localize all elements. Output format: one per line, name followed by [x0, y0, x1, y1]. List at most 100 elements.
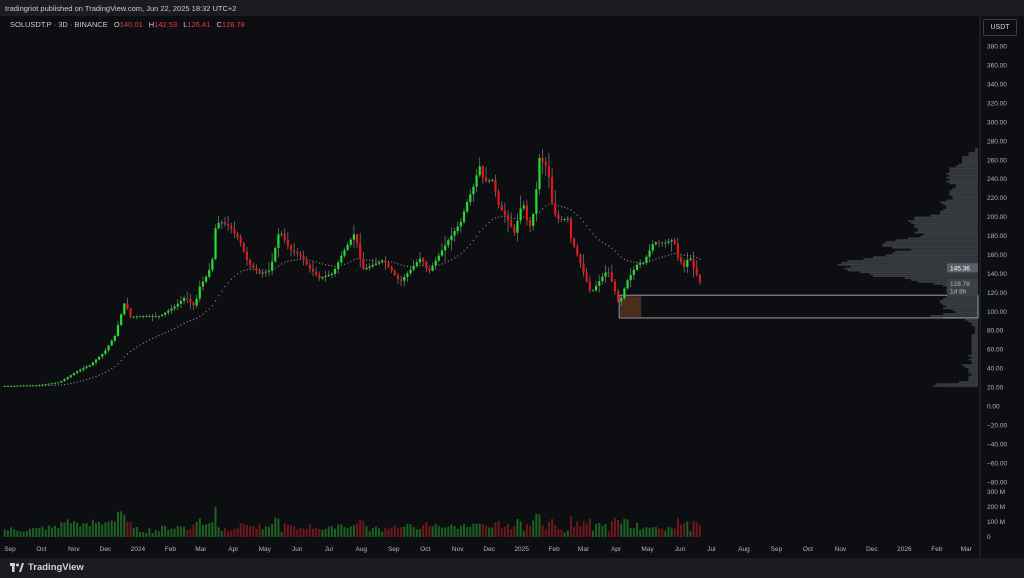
candle-up — [160, 314, 164, 317]
volume-profile-bar — [949, 167, 978, 170]
candle-up — [538, 157, 541, 190]
price-tick-label: 340.00 — [987, 82, 1007, 89]
time-tick-label: Aug — [355, 546, 367, 553]
symbol-label[interactable]: SOLUSDT.P · 3D · BINANCE — [10, 20, 108, 29]
time-tick-label: Feb — [549, 546, 561, 553]
candle-down — [550, 177, 554, 204]
price-tick-label: 80.00 — [987, 328, 1004, 335]
volume-bar — [636, 522, 639, 537]
candle-up — [450, 235, 453, 241]
volume-bar — [601, 525, 604, 537]
candle-up — [327, 274, 330, 276]
candle-up — [6, 386, 10, 387]
volume-profile-bar — [946, 296, 978, 298]
moving-average-dot — [671, 253, 673, 255]
moving-average-dot — [545, 205, 547, 207]
volume-bar — [107, 521, 110, 537]
volume-bar — [79, 526, 82, 537]
volume-bar — [519, 521, 522, 537]
currency-button[interactable]: USDT — [983, 19, 1017, 36]
volume-profile-bar — [962, 157, 978, 160]
volume-bar — [308, 524, 311, 537]
moving-average-dot — [86, 378, 88, 381]
volume-bar — [293, 526, 296, 537]
candle-up — [274, 247, 277, 262]
candle-down — [692, 258, 695, 268]
candle-up — [50, 383, 54, 385]
volume-bar — [113, 521, 116, 537]
volume-bar — [658, 528, 661, 537]
candle-down — [242, 243, 245, 252]
volume-profile-bar — [949, 174, 978, 177]
candle-down — [484, 177, 488, 182]
volume-profile-bar — [930, 214, 978, 217]
volume-bar — [277, 518, 280, 537]
candle-up — [365, 267, 368, 270]
moving-average-dot — [454, 257, 456, 259]
volume-bar — [318, 528, 321, 537]
volume-bar — [22, 531, 25, 537]
volume-bar — [503, 526, 506, 537]
volume-bar — [6, 530, 9, 537]
time-tick-label: Feb — [931, 546, 943, 553]
moving-average-dot — [576, 214, 578, 216]
price-tick-label: 0.00 — [987, 404, 1000, 411]
moving-average-dot — [623, 258, 626, 260]
candle-down — [302, 255, 305, 261]
candle-up — [53, 382, 57, 384]
volume-bar — [456, 529, 459, 537]
moving-average-dot — [601, 241, 604, 243]
candle-up — [516, 220, 519, 233]
volume-profile-bar — [939, 201, 978, 204]
tradingview-logo[interactable]: TradingView — [10, 562, 84, 573]
moving-average-dot — [466, 247, 468, 249]
moving-average-dot — [237, 273, 239, 275]
volume-bar — [10, 527, 13, 537]
candle-up — [686, 259, 689, 267]
volume-bar — [551, 518, 554, 537]
volume-bar — [343, 526, 346, 537]
price-tick-label: 220.00 — [987, 195, 1007, 202]
candle-down — [189, 299, 192, 303]
volume-bar — [179, 526, 182, 537]
volume-bar — [94, 522, 97, 537]
volume-bar — [135, 526, 138, 537]
volume-bar — [488, 527, 491, 537]
candle-up — [371, 264, 374, 267]
candle-up — [35, 385, 38, 387]
volume-profile-bar — [971, 335, 978, 338]
volume-bar — [129, 522, 132, 537]
moving-average-dot — [174, 327, 176, 329]
moving-average-dot — [205, 311, 207, 313]
moving-average-dot — [82, 379, 84, 381]
moving-average-dot — [428, 265, 430, 267]
moving-average-dot — [438, 264, 440, 266]
moving-average-dot — [523, 216, 525, 218]
moving-average-dot — [249, 268, 251, 271]
high-label: H — [148, 20, 155, 29]
candle-up — [31, 385, 35, 387]
time-tick-label: Oct — [36, 546, 46, 553]
volume-tick-label: 200 M — [987, 504, 1005, 511]
candle-up — [98, 356, 101, 360]
candle-down — [560, 218, 563, 220]
price-tick-label: −80.00 — [987, 479, 1007, 486]
volume-bar — [378, 528, 381, 537]
volume-bar — [63, 522, 66, 537]
volume-bar — [139, 531, 142, 537]
candle-down — [557, 214, 560, 219]
candle-up — [57, 382, 60, 384]
candle-up — [79, 369, 82, 372]
moving-average-dot — [614, 250, 616, 252]
moving-average-dot — [476, 235, 478, 237]
volume-profile-bar — [971, 352, 978, 355]
price-chart[interactable]: 380.00 360.00 340.00 320.00 300.00 280.00 260.… — [0, 16, 1024, 558]
volume-profile-bar — [971, 345, 978, 348]
volume-bar — [557, 529, 560, 537]
moving-average-dot — [98, 374, 100, 376]
volume-bar — [123, 514, 126, 537]
time-tick-label: Mar — [961, 546, 973, 553]
price-tick-label: 40.00 — [987, 366, 1004, 373]
moving-average-dot — [186, 321, 188, 323]
volume-profile-bar — [955, 184, 978, 187]
